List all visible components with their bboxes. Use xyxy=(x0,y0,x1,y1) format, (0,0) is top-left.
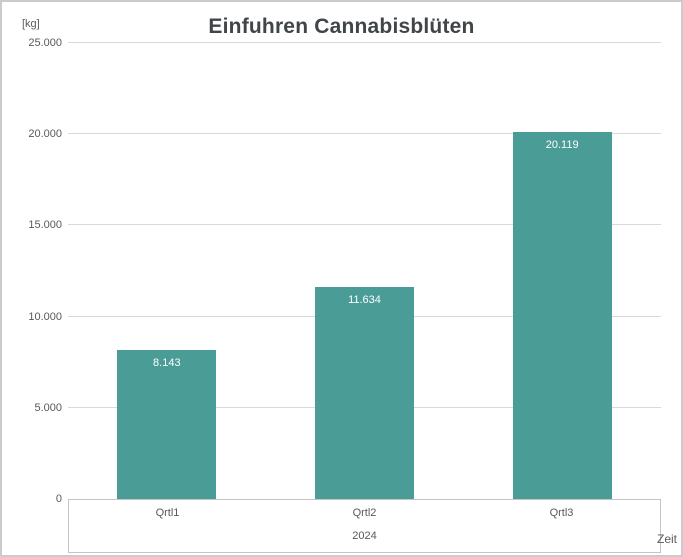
bar-Qrtl2: 11.634 xyxy=(315,286,414,499)
y-axis-tick-label: 0 xyxy=(55,493,62,505)
gridline xyxy=(68,42,661,43)
year-label: 2024 xyxy=(352,530,377,542)
gridline xyxy=(68,133,661,135)
category-label: Qrtl1 xyxy=(155,507,180,519)
gridline xyxy=(68,224,661,226)
plot-area: 8.143 11.634 20.119 xyxy=(68,42,661,499)
x-axis-title: Zeit xyxy=(656,532,677,546)
bar-value-label: 11.634 xyxy=(348,293,381,306)
y-axis-tick-label: 5.000 xyxy=(34,401,62,414)
bar-Qrtl3: 20.119 xyxy=(512,132,612,499)
y-axis-tick-label: 15.000 xyxy=(28,219,62,232)
y-axis-tick-labels: 0 5.000 10.000 15.000 20.000 25.000 xyxy=(2,37,62,505)
category-labels-row: Qrtl1 Qrtl2 Qrtl3 xyxy=(69,507,660,519)
y-axis-tick-label: 10.000 xyxy=(28,310,62,323)
chart-title: Einfuhren Cannabisblüten xyxy=(208,15,475,38)
category-label: Qrtl2 xyxy=(352,507,377,519)
category-label: Qrtl3 xyxy=(549,507,574,519)
y-axis-unit-label: [kg] xyxy=(22,18,40,30)
bar-value-label: 8.143 xyxy=(153,357,181,370)
bar-Qrtl1: 8.143 xyxy=(117,350,217,499)
y-axis-tick-label: 25.000 xyxy=(28,37,62,49)
bar-value-label: 20.119 xyxy=(545,139,579,152)
x-axis-box: Qrtl1 Qrtl2 Qrtl3 2024 xyxy=(68,499,661,553)
y-axis-tick-label: 20.000 xyxy=(28,128,62,141)
